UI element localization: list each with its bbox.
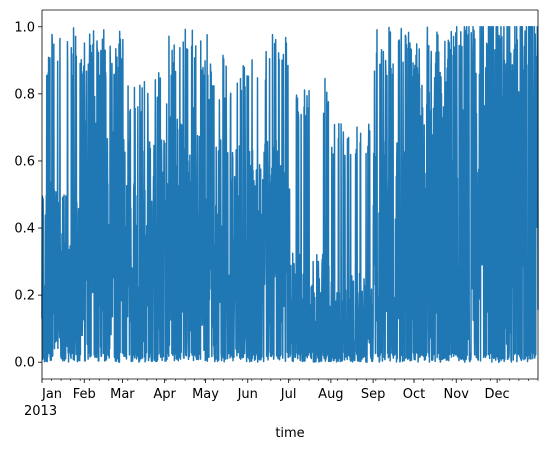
y-tick-label: 0.2 (14, 289, 35, 304)
x-tick-label: Dec (485, 387, 510, 402)
x-tick-label: Oct (403, 387, 425, 402)
x-tick-label: Jan (41, 387, 62, 402)
x-year-label: 2013 (24, 404, 57, 419)
x-tick-label: May (192, 387, 219, 402)
x-tick-label: Sep (361, 387, 386, 402)
y-tick-label: 0.6 (14, 154, 35, 169)
x-tick-label: Mar (110, 387, 135, 402)
x-axis-label: time (275, 426, 304, 441)
x-tick-label: Jun (237, 387, 258, 402)
y-tick-label: 0.4 (14, 222, 35, 237)
y-tick-label: 0.0 (14, 356, 35, 371)
x-tick-label: Apr (153, 387, 176, 402)
x-tick-label: Feb (73, 387, 96, 402)
x-tick-label: Jul (280, 387, 297, 402)
y-tick-label: 1.0 (14, 20, 35, 35)
y-tick-label: 0.8 (14, 87, 35, 102)
x-axis: Jan Feb Mar Apr May Jun Jul Aug Sep Oct Nov Dec 2013 (24, 379, 539, 419)
x-tick-label: Aug (318, 387, 343, 402)
series-line (41, 26, 539, 363)
y-axis: 0.0 0.2 0.4 0.6 0.8 1.0 (14, 20, 42, 371)
x-tick-label: Nov (444, 387, 470, 402)
series-line-group (41, 26, 539, 363)
